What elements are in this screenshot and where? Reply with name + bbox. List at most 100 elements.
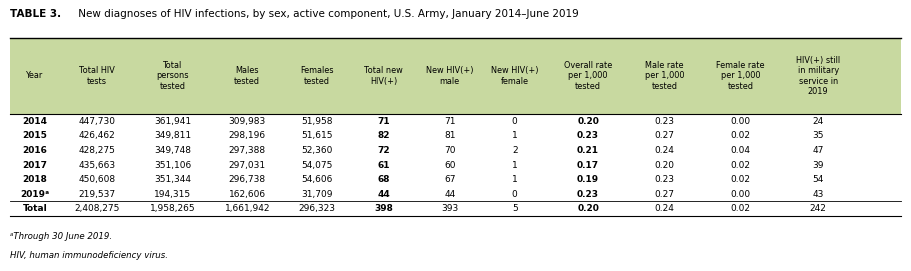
Text: 297,388: 297,388 <box>229 146 266 155</box>
Text: 67: 67 <box>444 175 456 184</box>
Text: New diagnoses of HIV infections, by sex, active component, U.S. Army, January 20: New diagnoses of HIV infections, by sex,… <box>75 9 578 20</box>
Text: 351,106: 351,106 <box>154 160 191 169</box>
Text: 2018: 2018 <box>23 175 47 184</box>
Text: 2017: 2017 <box>23 160 47 169</box>
Text: 309,983: 309,983 <box>229 117 266 126</box>
Text: 2,408,275: 2,408,275 <box>75 204 120 213</box>
Text: 0.20: 0.20 <box>655 160 675 169</box>
Text: 54,606: 54,606 <box>302 175 333 184</box>
Text: 2019ᵃ: 2019ᵃ <box>20 190 49 199</box>
Text: 242: 242 <box>810 204 826 213</box>
Text: 0.02: 0.02 <box>731 131 751 140</box>
Text: 298,196: 298,196 <box>229 131 266 140</box>
Text: 162,606: 162,606 <box>229 190 266 199</box>
Text: 0.02: 0.02 <box>731 160 751 169</box>
Text: 43: 43 <box>813 190 824 199</box>
Text: 82: 82 <box>377 131 390 140</box>
Text: 194,315: 194,315 <box>154 190 191 199</box>
Text: Males
tested: Males tested <box>234 66 261 86</box>
Text: 70: 70 <box>444 146 456 155</box>
Text: 0: 0 <box>512 117 517 126</box>
Text: 31,709: 31,709 <box>302 190 333 199</box>
Text: 5: 5 <box>512 204 517 213</box>
Text: 435,663: 435,663 <box>78 160 116 169</box>
Text: 51,958: 51,958 <box>302 117 333 126</box>
Text: 297,031: 297,031 <box>229 160 266 169</box>
Text: 71: 71 <box>444 117 456 126</box>
Text: 0.24: 0.24 <box>655 146 675 155</box>
Text: 81: 81 <box>444 131 456 140</box>
Text: 1,661,942: 1,661,942 <box>224 204 270 213</box>
Text: 450,608: 450,608 <box>78 175 116 184</box>
Text: 0.23: 0.23 <box>655 175 675 184</box>
Text: 0.21: 0.21 <box>578 146 599 155</box>
Text: 2015: 2015 <box>23 131 47 140</box>
Text: 0.04: 0.04 <box>731 146 751 155</box>
Text: 54: 54 <box>813 175 824 184</box>
Text: 296,323: 296,323 <box>299 204 335 213</box>
Text: 24: 24 <box>813 117 824 126</box>
Text: 60: 60 <box>444 160 456 169</box>
Text: 0.00: 0.00 <box>731 117 751 126</box>
Text: 2: 2 <box>512 146 517 155</box>
Text: Overall rate
per 1,000
tested: Overall rate per 1,000 tested <box>564 61 612 91</box>
Text: 0: 0 <box>512 190 517 199</box>
Text: 428,275: 428,275 <box>79 146 116 155</box>
Text: 2016: 2016 <box>23 146 47 155</box>
Text: 426,462: 426,462 <box>79 131 116 140</box>
Text: 0.02: 0.02 <box>731 204 751 213</box>
Text: New HIV(+)
male: New HIV(+) male <box>426 66 474 86</box>
Text: 1: 1 <box>512 175 517 184</box>
Text: Females
tested: Females tested <box>301 66 333 86</box>
Text: Total new
HIV(+): Total new HIV(+) <box>364 66 404 86</box>
Text: Year: Year <box>26 71 44 80</box>
Text: 1,958,265: 1,958,265 <box>150 204 196 213</box>
Text: 0.20: 0.20 <box>578 117 599 126</box>
Text: 351,344: 351,344 <box>154 175 191 184</box>
Text: 0.20: 0.20 <box>578 204 599 213</box>
Text: Total: Total <box>23 204 47 213</box>
Text: 393: 393 <box>441 204 458 213</box>
Text: Male rate
per 1,000
tested: Male rate per 1,000 tested <box>645 61 684 91</box>
Text: New HIV(+)
female: New HIV(+) female <box>491 66 538 86</box>
Text: 349,811: 349,811 <box>154 131 191 140</box>
Text: 44: 44 <box>377 190 390 199</box>
Text: Female rate
per 1,000
tested: Female rate per 1,000 tested <box>716 61 764 91</box>
Text: 61: 61 <box>377 160 390 169</box>
Text: 44: 44 <box>444 190 456 199</box>
Text: Total
persons
tested: Total persons tested <box>157 61 189 91</box>
Text: 0.23: 0.23 <box>578 190 599 199</box>
Text: 39: 39 <box>813 160 824 169</box>
Text: 219,537: 219,537 <box>78 190 116 199</box>
Text: ᵃThrough 30 June 2019.: ᵃThrough 30 June 2019. <box>10 232 113 241</box>
Text: TABLE 3.: TABLE 3. <box>10 9 62 20</box>
Text: 296,738: 296,738 <box>229 175 266 184</box>
Text: 0.27: 0.27 <box>655 190 675 199</box>
Text: Total HIV
tests: Total HIV tests <box>79 66 115 86</box>
Text: 47: 47 <box>813 146 824 155</box>
Text: 0.27: 0.27 <box>655 131 675 140</box>
Text: HIV, human immunodeficiency virus.: HIV, human immunodeficiency virus. <box>10 251 169 260</box>
Text: 71: 71 <box>377 117 390 126</box>
Text: HIV(+) still
in military
service in
2019: HIV(+) still in military service in 2019 <box>796 56 840 96</box>
Text: 52,360: 52,360 <box>302 146 333 155</box>
Text: 447,730: 447,730 <box>78 117 116 126</box>
Text: 361,941: 361,941 <box>154 117 191 126</box>
Text: 0.17: 0.17 <box>577 160 599 169</box>
Text: 1: 1 <box>512 131 517 140</box>
Text: 0.19: 0.19 <box>577 175 599 184</box>
Text: 0.00: 0.00 <box>731 190 751 199</box>
Text: 68: 68 <box>377 175 390 184</box>
Text: 54,075: 54,075 <box>302 160 333 169</box>
Bar <box>10 38 901 114</box>
Text: 0.24: 0.24 <box>655 204 675 213</box>
Text: 0.23: 0.23 <box>655 117 675 126</box>
Text: 0.23: 0.23 <box>578 131 599 140</box>
Text: 35: 35 <box>813 131 824 140</box>
Text: 349,748: 349,748 <box>154 146 191 155</box>
Text: 398: 398 <box>374 204 394 213</box>
Text: 1: 1 <box>512 160 517 169</box>
Text: 72: 72 <box>377 146 390 155</box>
Text: 51,615: 51,615 <box>302 131 333 140</box>
Text: 0.02: 0.02 <box>731 175 751 184</box>
